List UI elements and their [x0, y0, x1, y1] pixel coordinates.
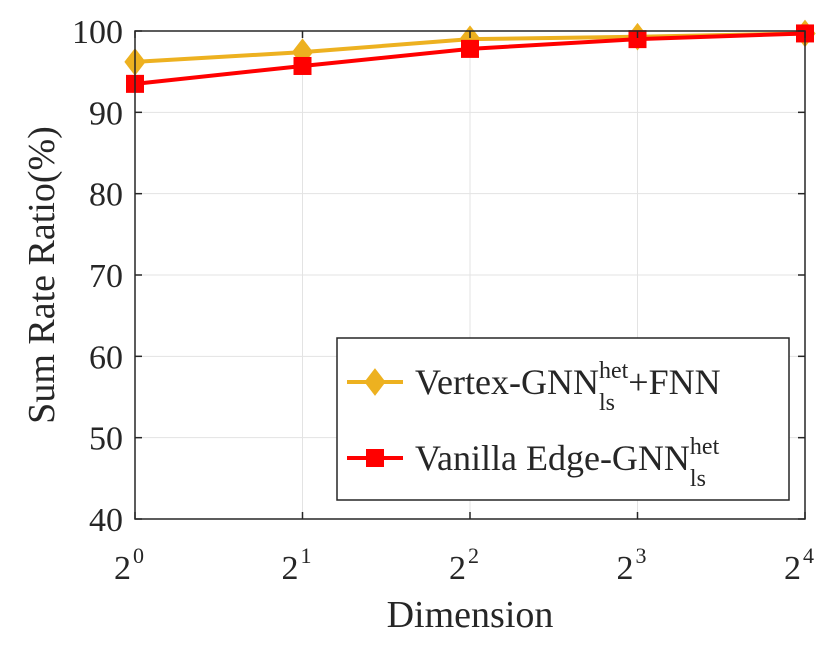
data-point — [461, 39, 479, 58]
y-tick-label: 80 — [89, 177, 123, 214]
data-point — [293, 56, 312, 75]
legend-marker — [366, 449, 384, 467]
x-axis-label: Dimension — [387, 594, 554, 636]
legend-label-sub: ls — [690, 466, 706, 492]
y-axis-label: Sum Rate Ratio(%) — [21, 126, 63, 424]
y-tick-label: 60 — [89, 339, 123, 376]
legend-label: Vertex-GNNhet+FNN — [415, 358, 721, 402]
x-tick-label: 23 — [617, 543, 647, 587]
legend-label: Vanilla Edge-GNNhet — [415, 434, 720, 478]
y-tick-label: 100 — [72, 14, 123, 51]
y-tick-label: 40 — [89, 502, 123, 539]
x-tick-label: 21 — [282, 543, 312, 587]
axes: 40 50 60 70 80 90 100 20 21 22 23 24 Dimension Sum Ra… — [21, 14, 814, 636]
legend-marker — [364, 368, 386, 396]
legend-label-sub: ls — [599, 390, 615, 416]
series-layer — [124, 19, 816, 93]
legend-box — [336, 337, 790, 501]
x-tick-label: 22 — [449, 543, 479, 587]
y-tick-label: 70 — [89, 258, 123, 295]
y-tick-label: 50 — [89, 421, 123, 458]
x-tick-label: 24 — [784, 543, 814, 587]
y-tick-label: 90 — [89, 95, 123, 132]
x-tick-label: 20 — [114, 543, 144, 587]
